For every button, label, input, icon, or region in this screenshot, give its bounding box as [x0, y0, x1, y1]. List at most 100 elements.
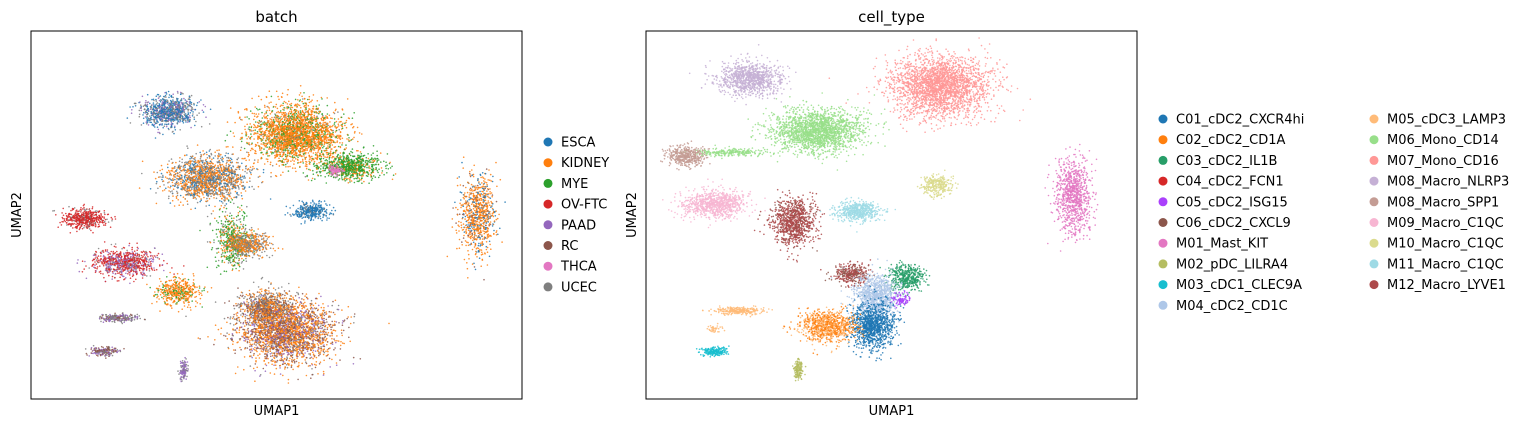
- point-mye: [303, 139, 306, 141]
- point-kidney: [298, 113, 300, 115]
- point-paad: [188, 115, 191, 117]
- point-kidney: [279, 138, 282, 140]
- point-kidney: [280, 174, 282, 176]
- point-esca: [171, 113, 174, 115]
- point-ucec: [274, 148, 276, 151]
- point-kidney: [244, 125, 246, 128]
- point-kidney: [292, 113, 295, 115]
- point-esca: [158, 110, 161, 113]
- point-mye: [250, 133, 252, 135]
- point-mye: [256, 130, 259, 133]
- point-kidney: [307, 125, 309, 128]
- point-mye: [359, 156, 361, 159]
- point-kidney: [284, 146, 287, 148]
- point-kidney: [294, 135, 297, 137]
- point-paad: [147, 124, 150, 126]
- point-kidney: [296, 132, 299, 135]
- point-esca: [168, 115, 171, 117]
- point-kidney: [290, 160, 292, 162]
- point-mye: [229, 130, 232, 133]
- point-paad: [185, 100, 188, 102]
- point-kidney: [306, 129, 309, 131]
- point-kidney: [277, 160, 280, 162]
- point-ucec: [186, 145, 188, 147]
- point-kidney: [313, 140, 315, 143]
- point-ucec: [240, 146, 243, 149]
- point-kidney: [310, 159, 313, 162]
- point-kidney: [304, 127, 307, 129]
- point-kidney: [356, 149, 358, 152]
- point-kidney: [299, 92, 302, 94]
- point-mye: [323, 145, 325, 147]
- point-mye: [328, 146, 331, 148]
- point-ucec: [187, 119, 190, 122]
- point-kidney: [356, 126, 359, 129]
- point-mye: [293, 143, 295, 146]
- point-ucec: [138, 115, 141, 118]
- point-kidney: [335, 120, 338, 123]
- point-mye: [240, 140, 243, 143]
- point-esca: [187, 113, 190, 115]
- point-kidney: [297, 134, 300, 137]
- point-ucec: [172, 110, 174, 112]
- point-mye: [376, 157, 378, 160]
- point-ucec: [166, 120, 169, 122]
- point-mye: [346, 160, 348, 162]
- point-kidney: [138, 187, 141, 189]
- point-kidney: [254, 143, 257, 146]
- point-paad: [147, 101, 150, 103]
- point-esca: [181, 110, 183, 113]
- point-mye: [356, 173, 359, 175]
- point-kidney: [259, 149, 262, 151]
- point-esca: [193, 104, 195, 106]
- point-kidney: [266, 117, 269, 120]
- point-esca: [162, 176, 164, 178]
- point-mye: [341, 173, 343, 175]
- point-kidney: [239, 149, 242, 151]
- point-kidney: [333, 135, 335, 137]
- point-ucec: [176, 101, 178, 104]
- point-kidney: [325, 139, 328, 142]
- point-esca: [160, 112, 162, 115]
- point-kidney: [278, 123, 281, 126]
- point-kidney: [239, 116, 241, 118]
- point-mye: [344, 180, 347, 182]
- point-kidney: [275, 119, 278, 121]
- point-kidney: [274, 118, 277, 120]
- point-esca: [146, 111, 148, 114]
- point-esca: [159, 100, 162, 103]
- point-kidney: [312, 105, 315, 108]
- point-kidney: [277, 130, 280, 133]
- point-kidney: [282, 148, 285, 150]
- point-kidney: [301, 118, 303, 121]
- point-kidney: [294, 147, 297, 150]
- point-mye: [356, 159, 359, 161]
- point-kidney: [347, 139, 350, 141]
- point-kidney: [168, 169, 170, 172]
- point-mye: [327, 174, 330, 177]
- point-paad: [187, 121, 189, 123]
- point-mye: [294, 98, 297, 101]
- point-paad: [131, 109, 133, 111]
- point-kidney: [289, 138, 292, 141]
- point-mye: [311, 122, 314, 124]
- point-kidney: [314, 123, 317, 125]
- point-kidney: [266, 125, 268, 128]
- point-kidney: [260, 139, 263, 141]
- point-kidney: [273, 133, 276, 136]
- point-ucec: [158, 96, 161, 98]
- point-kidney: [339, 146, 342, 149]
- point-kidney: [309, 136, 312, 139]
- point-kidney: [272, 131, 274, 133]
- point-mye: [337, 145, 340, 148]
- point-kidney: [305, 135, 307, 138]
- point-paad: [130, 112, 133, 114]
- point-kidney: [311, 107, 314, 110]
- point-paad: [144, 116, 147, 118]
- point-kidney: [286, 107, 289, 110]
- point-esca: [189, 164, 192, 166]
- point-kidney: [241, 119, 243, 121]
- point-kidney: [358, 172, 361, 175]
- point-esca: [152, 115, 155, 117]
- point-esca: [156, 93, 159, 96]
